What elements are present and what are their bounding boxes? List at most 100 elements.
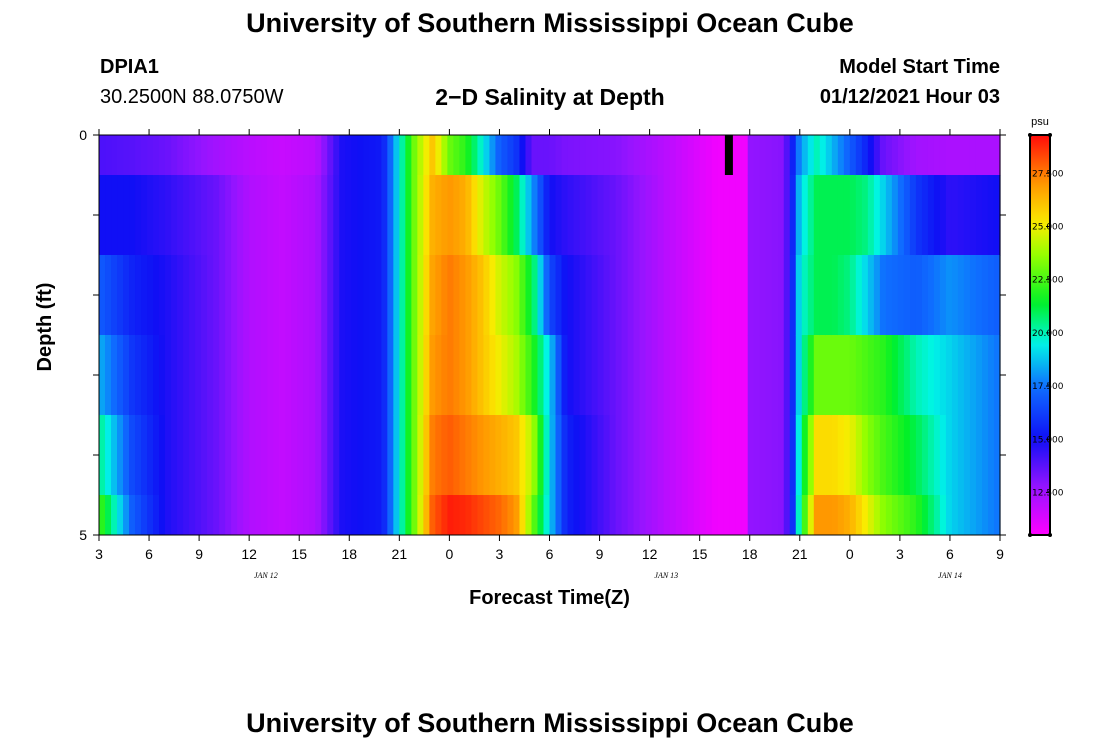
heatmap-cell (819, 335, 827, 416)
heatmap-cell (297, 175, 304, 256)
heatmap-cell (405, 175, 412, 256)
heatmap-cell (375, 175, 382, 256)
heatmap-cell (369, 335, 376, 416)
heatmap-cell (225, 415, 232, 496)
heatmap-cell (327, 335, 334, 416)
heatmap-cell (195, 255, 202, 336)
heatmap-cell (165, 495, 172, 536)
heatmap-cell (273, 335, 280, 416)
heatmap-cell (441, 415, 448, 496)
heatmap-cell (579, 495, 587, 536)
heatmap-cell (183, 175, 190, 256)
heatmap-cell (897, 255, 905, 336)
heatmap-cell (873, 335, 881, 416)
heatmap-cell (639, 335, 647, 416)
heatmap-cell (399, 415, 406, 496)
heatmap-cell (321, 255, 328, 336)
heatmap-cell (705, 335, 713, 416)
heatmap-cell (843, 135, 851, 176)
heatmap-cell (813, 255, 821, 336)
heatmap-cell (243, 175, 250, 256)
heatmap-cell (873, 175, 881, 256)
heatmap-cell (267, 175, 274, 256)
heatmap-cell (711, 135, 719, 176)
heatmap-cell (771, 415, 779, 496)
heatmap-cell (963, 255, 971, 336)
heatmap-cell (939, 135, 947, 176)
x-tick-label: 12 (642, 546, 658, 562)
heatmap-cell (825, 495, 833, 536)
heatmap-cell (675, 495, 683, 536)
heatmap-cell (849, 255, 857, 336)
heatmap-cell (681, 495, 689, 536)
heatmap-cell (609, 255, 617, 336)
heatmap-cell (597, 335, 605, 416)
heatmap-cell (363, 255, 370, 336)
heatmap-cell (519, 495, 527, 536)
heatmap-cell (339, 495, 346, 536)
heatmap-cell (963, 495, 971, 536)
heatmap-cell (411, 255, 418, 336)
heatmap-cell (153, 135, 160, 176)
heatmap-cell (465, 335, 473, 416)
heatmap-cell (867, 175, 875, 256)
heatmap-cell (495, 495, 503, 536)
heatmap-cell (129, 415, 136, 496)
heatmap-cell (441, 255, 448, 336)
x-tick-label: 6 (145, 546, 153, 562)
heatmap-cell (321, 175, 328, 256)
heatmap-cell (777, 135, 785, 176)
heatmap-cell (603, 495, 611, 536)
heatmap-cell (429, 495, 436, 536)
heatmap-cell (507, 135, 515, 176)
heatmap-cell (681, 135, 689, 176)
heatmap-cell (669, 335, 677, 416)
heatmap-cell (567, 175, 575, 256)
heatmap-cell (291, 175, 298, 256)
heatmap-cell (171, 415, 178, 496)
heatmap-cell (879, 135, 887, 176)
heatmap-cell (285, 335, 292, 416)
heatmap-cell (165, 175, 172, 256)
heatmap-cell (657, 335, 665, 416)
heatmap-cell (507, 495, 515, 536)
heatmap-cell (585, 335, 593, 416)
heatmap-cell (873, 495, 881, 536)
heatmap-cell (483, 415, 491, 496)
heatmap-cell (675, 415, 683, 496)
heatmap-cell (207, 335, 214, 416)
heatmap-cell (99, 175, 106, 256)
heatmap-cell (681, 335, 689, 416)
heatmap-cell (189, 495, 196, 536)
heatmap-cell (267, 495, 274, 536)
heatmap-cell (369, 415, 376, 496)
heatmap-cell (315, 255, 322, 336)
colorbar-tick-label: 27.500 (1032, 169, 1064, 179)
heatmap-cell (435, 335, 442, 416)
heatmap-cell (231, 495, 238, 536)
heatmap-cell (105, 415, 112, 496)
x-tick-label: 0 (445, 546, 453, 562)
heatmap-cell (765, 495, 773, 536)
heatmap-cell (201, 135, 208, 176)
heatmap-cell (237, 415, 244, 496)
heatmap-cell (957, 175, 965, 256)
heatmap-cell (855, 135, 863, 176)
heatmap-cell (381, 415, 388, 496)
heatmap-cell (333, 135, 340, 176)
heatmap-cell (387, 415, 394, 496)
heatmap-cell (819, 135, 827, 176)
heatmap-cell (969, 175, 977, 256)
heatmap-cell (525, 335, 533, 416)
heatmap-cell (519, 335, 527, 416)
heatmap-cell (765, 415, 773, 496)
heatmap-cell (849, 495, 857, 536)
heatmap-cell (681, 415, 689, 496)
heatmap-cell (741, 415, 749, 496)
heatmap-cell (147, 335, 154, 416)
station-coordinates: 30.2500N 88.0750W (100, 86, 284, 108)
heatmap-cell (705, 415, 713, 496)
heatmap-cell (801, 135, 809, 176)
heatmap-cell (831, 335, 839, 416)
heatmap-cell (681, 255, 689, 336)
